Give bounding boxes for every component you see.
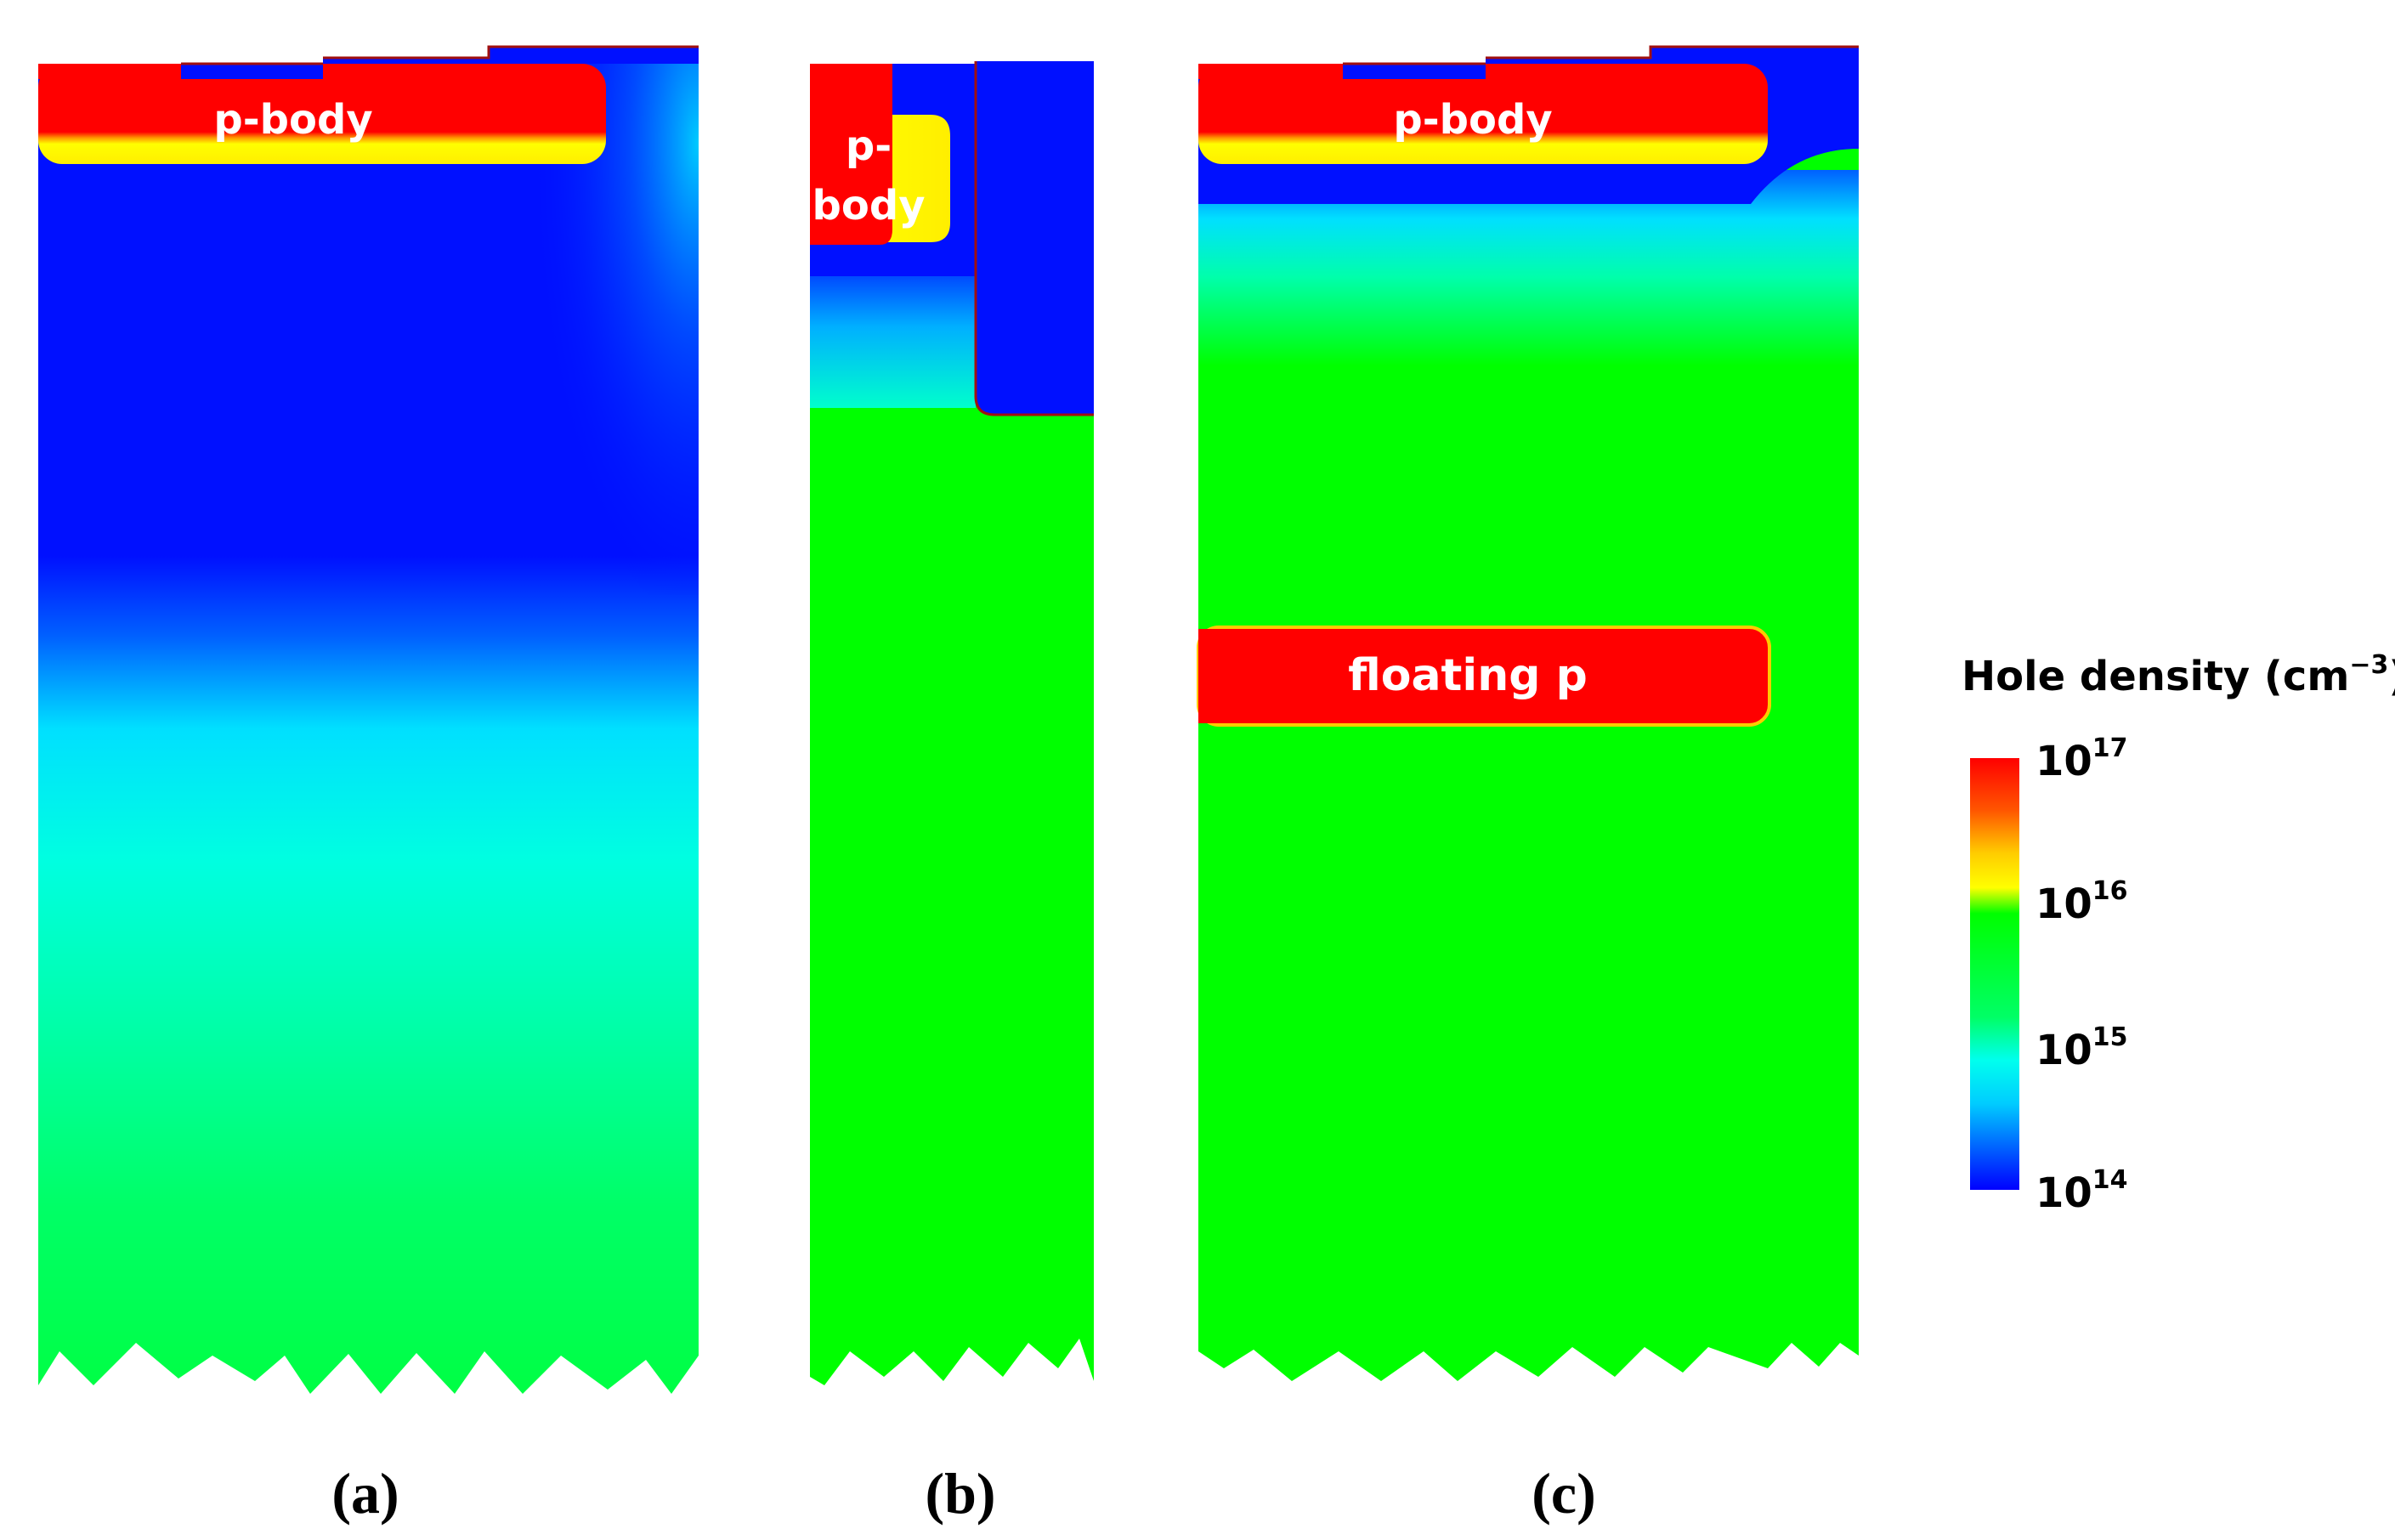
panel-b-p-body-label-line1: p- <box>846 122 892 170</box>
colorbar-tick-1e14-base: 10 <box>2035 1169 2092 1217</box>
colorbar-tick-1e16: 1016 <box>2035 876 2128 928</box>
colorbar-tick-1e16-exp: 16 <box>2092 876 2128 906</box>
panel-a-p-body <box>38 64 606 164</box>
panel-a-p-body-label: p-body <box>213 96 372 144</box>
colorbar-tick-1e14-exp: 14 <box>2092 1165 2128 1195</box>
colorbar-tick-1e14: 1014 <box>2035 1165 2128 1217</box>
colorbar-tick-1e17: 1017 <box>2035 733 2128 785</box>
colorbar-tick-1e15-exp: 15 <box>2092 1022 2128 1052</box>
colorbar-title-superscript: −3 <box>2349 650 2388 680</box>
panel-c-p-body-cap <box>1198 64 1343 79</box>
colorbar-title: Hole density (cm−3) <box>1962 650 2395 700</box>
panel-a-label: (a) <box>331 1461 399 1526</box>
colorbar-bar <box>1970 758 2019 1190</box>
panel-c-floating-p-edge <box>1198 629 1224 723</box>
colorbar-tick-1e15: 1015 <box>2035 1022 2128 1074</box>
panel-b-trench <box>976 61 1094 415</box>
colorbar-tick-1e17-exp: 17 <box>2092 733 2128 763</box>
panel-c-oxide-outline <box>1343 45 1859 65</box>
panel-b-trench-outline <box>974 61 1094 416</box>
colorbar-tick-1e17-base: 10 <box>2035 738 2092 785</box>
panel-c-p-body <box>1198 64 1768 164</box>
colorbar-title-main: Hole density (cm <box>1962 653 2349 700</box>
panel-a-p-body-cap <box>38 64 181 79</box>
colorbar-tick-1e16-base: 10 <box>2035 880 2092 928</box>
panel-c-floating-p-label: floating p <box>1348 650 1588 701</box>
panel-c: p-body floating p (c) <box>1197 45 1859 1526</box>
panel-a-oxide-outline <box>181 45 699 65</box>
panel-b-label: (b) <box>925 1461 995 1526</box>
panel-c-p-body-label: p-body <box>1393 96 1552 144</box>
panel-b: p- body (b) <box>810 61 1094 1526</box>
panel-a-edge-spread <box>510 64 699 595</box>
colorbar-tick-1e15-base: 10 <box>2035 1027 2092 1074</box>
colorbar-title-close: ) <box>2388 653 2395 700</box>
panel-a: p-body (a) <box>38 45 699 1526</box>
panel-c-source-contact <box>1343 47 1859 79</box>
panel-b-p-body-label-line2: body <box>812 182 926 229</box>
panel-b-p-body <box>810 64 892 245</box>
colorbar: Hole density (cm−3) 1017 1016 1015 1014 <box>1962 650 2395 1217</box>
panel-a-source-contact <box>181 47 699 79</box>
panel-c-label: (c) <box>1532 1461 1595 1526</box>
